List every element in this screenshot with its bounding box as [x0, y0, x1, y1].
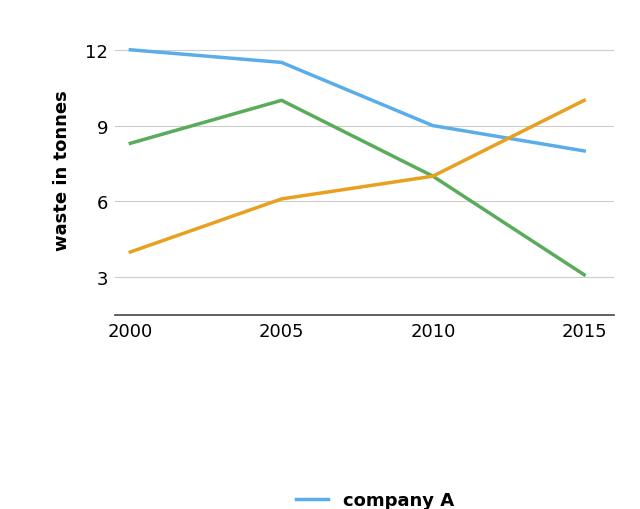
company C — [127, 249, 134, 256]
company B — [127, 141, 134, 147]
Line: company C: company C — [131, 101, 584, 252]
company A — [278, 60, 285, 66]
company C — [580, 98, 588, 104]
company C — [278, 196, 285, 203]
company A — [429, 123, 436, 129]
Line: company A: company A — [131, 51, 584, 152]
company C — [429, 174, 436, 180]
company B — [580, 272, 588, 278]
company B — [278, 98, 285, 104]
company A — [127, 48, 134, 54]
company B — [429, 174, 436, 180]
Legend: company A, company B, company C: company A, company B, company C — [289, 484, 461, 509]
Line: company B: company B — [131, 101, 584, 275]
company A — [580, 149, 588, 155]
Y-axis label: waste in tonnes: waste in tonnes — [54, 90, 72, 251]
